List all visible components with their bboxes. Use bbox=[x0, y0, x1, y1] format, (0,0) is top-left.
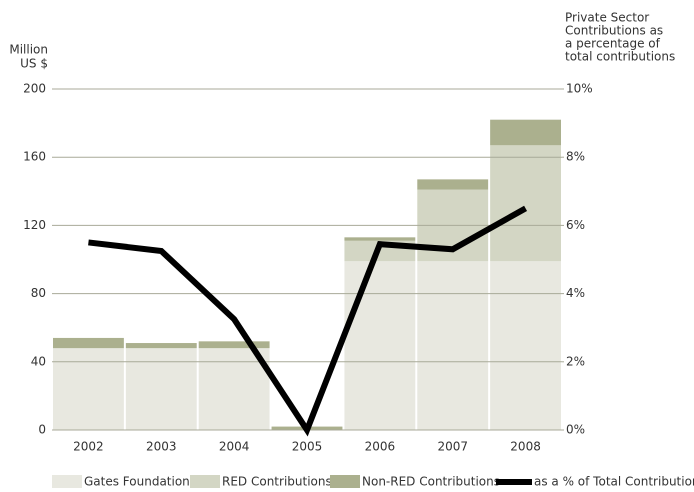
y-tick-label: 120 bbox=[23, 218, 46, 232]
legend-label: RED Contributions bbox=[222, 475, 332, 489]
y2-tick-label: 6% bbox=[566, 218, 585, 232]
x-tick-label: 2004 bbox=[219, 440, 250, 454]
bar-segment bbox=[490, 119, 561, 146]
bar-segment bbox=[125, 343, 197, 349]
y-tick-label: 80 bbox=[31, 286, 46, 300]
y2-tick-label: 4% bbox=[566, 286, 585, 300]
bar-segment bbox=[344, 237, 416, 241]
x-tick-label: 2007 bbox=[437, 440, 468, 454]
legend-label: Non-RED Contributions bbox=[362, 475, 500, 489]
bar-segment bbox=[417, 261, 489, 430]
legend-swatch bbox=[190, 475, 220, 489]
y-tick-label: 0 bbox=[38, 423, 46, 437]
line bbox=[88, 205, 528, 437]
y-tick-label: 160 bbox=[23, 150, 46, 164]
bar-segment bbox=[125, 348, 197, 430]
bar-segment bbox=[417, 179, 489, 190]
x-tick-label: 2006 bbox=[365, 440, 396, 454]
y2-axis-label: Contributions as bbox=[565, 24, 663, 38]
y2-tick-label: 10% bbox=[566, 82, 593, 96]
bar-segment bbox=[344, 261, 416, 430]
bar-segment bbox=[53, 337, 124, 349]
y-tick-label: 40 bbox=[31, 354, 46, 368]
y-axis-label: Million bbox=[9, 43, 48, 57]
x-tick-label: 2008 bbox=[510, 440, 541, 454]
bar-segment bbox=[53, 348, 124, 430]
y2-tick-label: 2% bbox=[566, 354, 585, 368]
y2-axis-label: total contributions bbox=[565, 50, 675, 64]
legend-label: Gates Foundation bbox=[84, 475, 190, 489]
y-tick-label: 200 bbox=[23, 82, 46, 96]
y-axis-label: US $ bbox=[20, 57, 48, 71]
y2-tick-label: 0% bbox=[566, 423, 585, 437]
bar-segment bbox=[490, 145, 561, 262]
legend-swatch bbox=[52, 475, 82, 489]
y2-axis-label: a percentage of bbox=[565, 37, 661, 51]
x-tick-label: 2003 bbox=[146, 440, 177, 454]
legend-swatch bbox=[496, 479, 532, 485]
bar-segment bbox=[490, 261, 561, 430]
bar-segment bbox=[198, 341, 270, 349]
y2-tick-label: 8% bbox=[566, 150, 585, 164]
legend-label: as a % of Total Contributions bbox=[534, 475, 694, 489]
x-tick-label: 2005 bbox=[292, 440, 323, 454]
x-tick-label: 2002 bbox=[73, 440, 104, 454]
y2-axis-label: Private Sector bbox=[565, 11, 649, 25]
legend-swatch bbox=[330, 475, 360, 489]
